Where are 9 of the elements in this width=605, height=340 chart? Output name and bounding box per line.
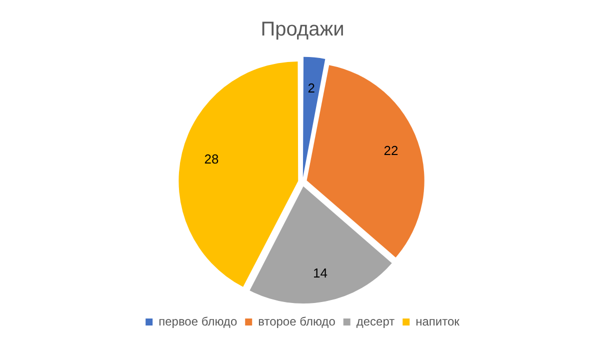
data-label: 14 bbox=[312, 265, 328, 280]
data-label: 22 bbox=[384, 142, 398, 158]
data-label: 28 bbox=[204, 152, 219, 167]
data-label: 2 bbox=[308, 80, 316, 96]
legend-label: десерт bbox=[356, 314, 396, 328]
chart-title: Продажи bbox=[260, 18, 344, 41]
legend-label: второе блюдо bbox=[258, 314, 336, 328]
legend-label: напиток bbox=[416, 314, 460, 328]
legend-label: первое блюдо bbox=[158, 314, 238, 328]
